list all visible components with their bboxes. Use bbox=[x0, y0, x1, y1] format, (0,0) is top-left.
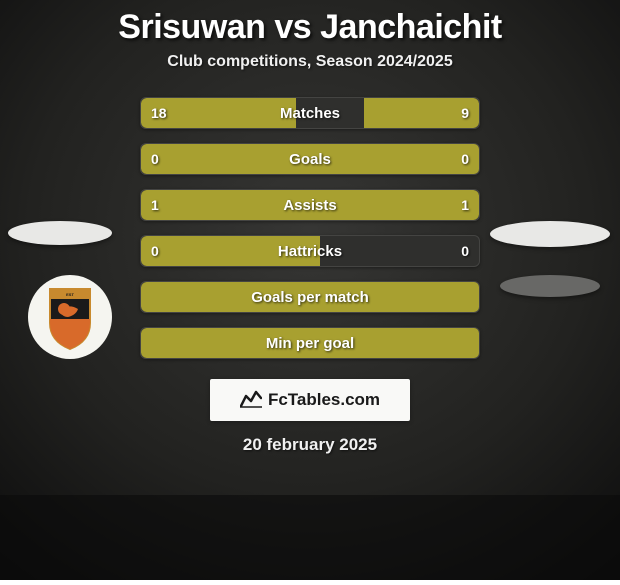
stat-label: Goals bbox=[289, 151, 331, 168]
stats-container: EST 18 9 Matches 0 0 Goals 1 1 Assists 0 0 Hattrick… bbox=[0, 97, 620, 373]
decorative-ellipse bbox=[500, 275, 600, 297]
stat-row: 0 0 Hattricks bbox=[140, 235, 480, 267]
stat-row: 1 1 Assists bbox=[140, 189, 480, 221]
stat-label: Assists bbox=[283, 197, 336, 214]
date-label: 20 february 2025 bbox=[243, 435, 377, 455]
subtitle: Club competitions, Season 2024/2025 bbox=[167, 53, 452, 71]
decorative-ellipse bbox=[490, 221, 610, 247]
decorative-ellipse bbox=[8, 221, 112, 245]
club-logo-left: EST bbox=[28, 275, 112, 359]
stat-label: Hattricks bbox=[278, 243, 342, 260]
stat-row: Goals per match bbox=[140, 281, 480, 313]
stat-label: Goals per match bbox=[251, 289, 369, 306]
stat-value-left: 0 bbox=[151, 243, 159, 259]
brand-icon bbox=[240, 388, 262, 413]
stat-label: Min per goal bbox=[266, 335, 354, 352]
stat-value-right: 9 bbox=[461, 105, 469, 121]
stat-row: 18 9 Matches bbox=[140, 97, 480, 129]
stat-value-left: 1 bbox=[151, 197, 159, 213]
stat-row: Min per goal bbox=[140, 327, 480, 359]
stat-value-left: 0 bbox=[151, 151, 159, 167]
brand-label: FcTables.com bbox=[268, 390, 380, 410]
stat-row: 0 0 Goals bbox=[140, 143, 480, 175]
stat-value-right: 1 bbox=[461, 197, 469, 213]
stat-value-left: 18 bbox=[151, 105, 167, 121]
page-title: Srisuwan vs Janchaichit bbox=[118, 8, 501, 47]
stat-label: Matches bbox=[280, 105, 340, 122]
svg-text:EST: EST bbox=[66, 292, 74, 297]
brand-box[interactable]: FcTables.com bbox=[210, 379, 410, 421]
stat-value-right: 0 bbox=[461, 243, 469, 259]
stat-value-right: 0 bbox=[461, 151, 469, 167]
